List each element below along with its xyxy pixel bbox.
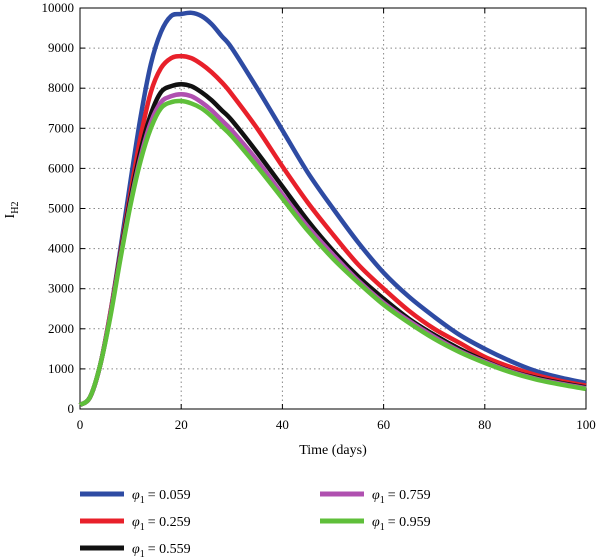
y-tick-label: 8000	[48, 80, 74, 95]
ticks: 0 20 40 60 80 1000100020003000400050006000700…	[42, 0, 596, 432]
x-tick-label: 20	[175, 417, 188, 432]
legend-label-3: φ1 = 0.559	[132, 542, 191, 560]
y-tick-label: 0	[68, 401, 75, 416]
legend-label-2: φ1 = 0.259	[132, 515, 191, 533]
legend-symbol: φ	[132, 542, 140, 557]
x-tick-label: 60	[377, 417, 390, 432]
y-axis-title: IH2	[3, 202, 21, 219]
legend-value: = 0.059	[148, 488, 191, 503]
legend-value: = 0.559	[148, 542, 191, 557]
y-axis-title-sub: H2	[10, 202, 21, 214]
x-tick-label: 100	[576, 417, 596, 432]
legend-subscript: 1	[140, 549, 145, 560]
y-tick-label: 9000	[48, 40, 74, 55]
y-tick-label: 7000	[48, 120, 74, 135]
y-tick-label: 5000	[48, 201, 74, 216]
x-tick-label: 0	[77, 417, 84, 432]
legend-label-5: φ1 = 0.959	[372, 515, 431, 533]
legend-value: = 0.959	[388, 515, 431, 530]
x-tick-label: 40	[276, 417, 289, 432]
legend-label-1: φ1 = 0.059	[132, 488, 191, 506]
legend-subscript: 1	[140, 495, 145, 506]
legend-symbol: φ	[372, 488, 380, 503]
y-tick-label: 2000	[48, 321, 74, 336]
legend-subscript: 1	[380, 495, 385, 506]
legend-value: = 0.259	[148, 515, 191, 530]
series-lines	[78, 10, 587, 407]
y-tick-label: 6000	[48, 160, 74, 175]
y-axis-title-main: I	[3, 213, 18, 218]
legend-value: = 0.759	[388, 488, 431, 503]
series-line-1	[78, 10, 587, 407]
y-tick-label: 1000	[48, 361, 74, 376]
legend-symbol: φ	[132, 488, 140, 503]
series-line-3	[78, 81, 587, 407]
y-tick-label: 3000	[48, 281, 74, 296]
legend-subscript: 1	[140, 522, 145, 533]
series-line-5	[78, 98, 587, 407]
legend-symbol: φ	[132, 515, 140, 530]
y-tick-label: 10000	[42, 0, 75, 15]
x-axis-title: Time (days)	[299, 443, 367, 458]
legend-label-4: φ1 = 0.759	[372, 488, 431, 506]
y-tick-label: 4000	[48, 241, 74, 256]
x-tick-label: 80	[478, 417, 491, 432]
legend-subscript: 1	[380, 522, 385, 533]
legend-symbol: φ	[372, 515, 380, 530]
